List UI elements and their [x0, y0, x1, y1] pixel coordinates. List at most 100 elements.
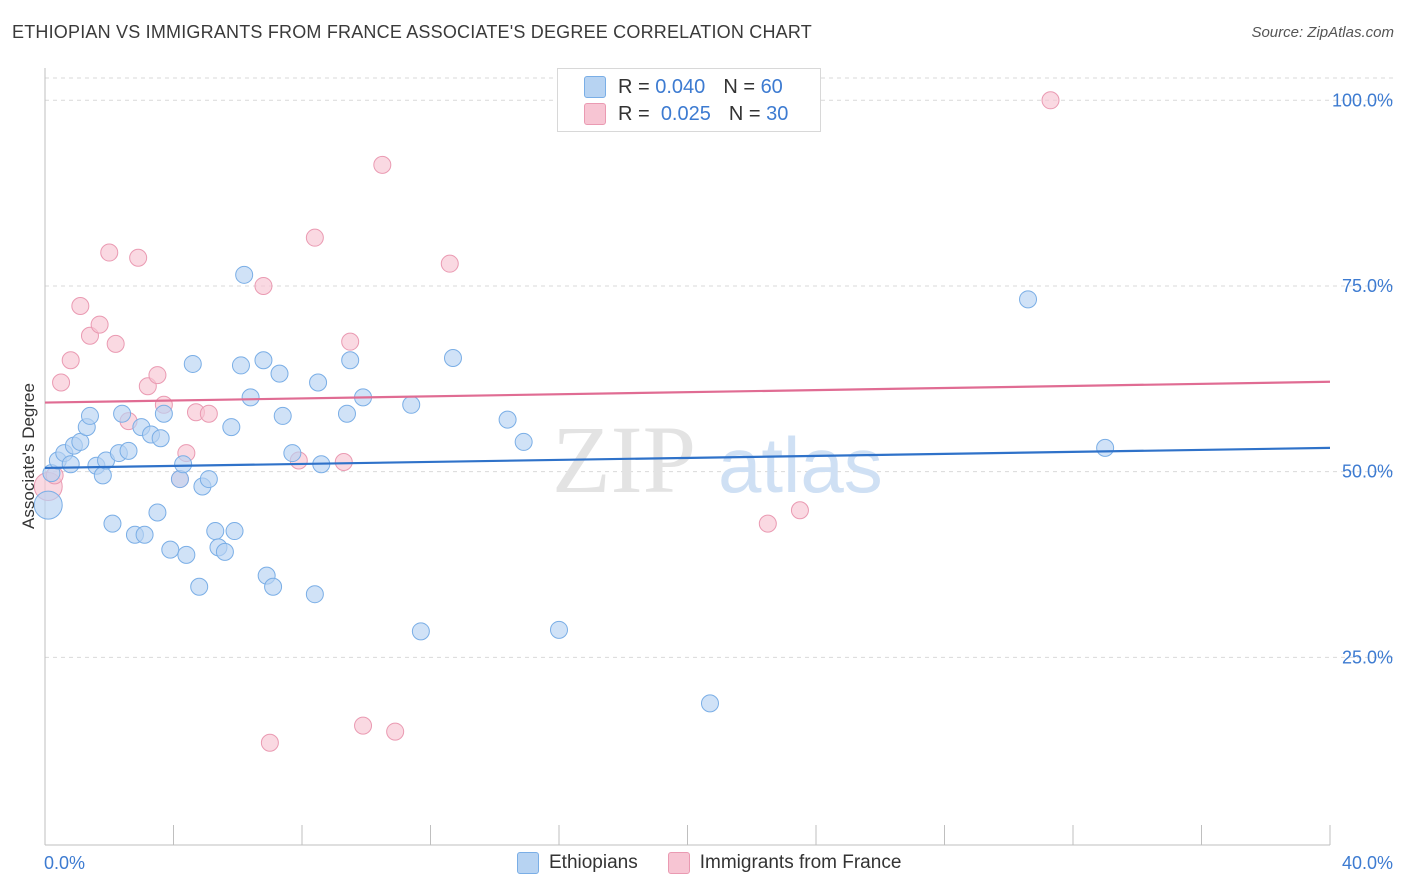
ethiopian-point	[411, 622, 430, 641]
r-value: 0.025	[660, 102, 711, 125]
ethiopian-point	[71, 432, 90, 451]
ethiopian-point	[33, 490, 63, 520]
ethiopian-point	[80, 406, 99, 425]
france-point	[305, 228, 324, 247]
source-label: Source: ZipAtlas.com	[1251, 24, 1394, 41]
chart-title: ETHIOPIAN VS IMMIGRANTS FROM FRANCE ASSO…	[12, 22, 812, 42]
blue-swatch	[584, 76, 606, 98]
ethiopian-point	[177, 545, 196, 564]
france-point	[758, 514, 777, 533]
x-tick-label: 40.0%	[1342, 853, 1393, 873]
ethiopian-point	[337, 404, 356, 423]
ethiopian-point	[183, 354, 202, 373]
y-tick-label: 25.0%	[1342, 647, 1393, 667]
ethiopian-point	[1096, 438, 1115, 457]
ethiopian-point	[135, 525, 154, 544]
ethiopian-point	[206, 522, 225, 541]
y-tick-label: 75.0%	[1342, 276, 1393, 296]
ethiopian-point	[514, 432, 533, 451]
france-point	[148, 366, 167, 385]
trend-lines	[44, 380, 1331, 470]
n-label: N =	[723, 75, 755, 98]
ethiopian-point	[550, 620, 568, 639]
pink-swatch	[584, 103, 606, 125]
ethiopian-point	[700, 694, 719, 713]
axes	[44, 68, 1331, 846]
watermark-atlas: atlas	[718, 421, 883, 509]
y-axis-label: Associate's Degree	[19, 383, 38, 529]
ethiopian-point	[93, 466, 112, 485]
legend-item-ethiopians[interactable]: Ethiopians	[517, 852, 638, 874]
data-points	[33, 91, 1115, 752]
ethiopian-point	[235, 265, 254, 284]
france-point	[90, 315, 109, 334]
ethiopian-point	[61, 455, 80, 474]
france-trend-line	[44, 380, 1331, 404]
ethiopian-point	[225, 522, 244, 541]
france-point	[790, 501, 809, 520]
ethiopian-point	[1019, 290, 1038, 309]
ethiopian-point	[309, 373, 328, 392]
ethiopian-trend-line	[44, 446, 1331, 470]
y-tick-label: 100.0%	[1332, 90, 1393, 110]
ethiopian-point	[241, 388, 260, 407]
ethiopian-point	[170, 470, 189, 489]
watermark: ZIP atlas	[552, 406, 883, 513]
ethiopian-point	[264, 577, 283, 596]
ethiopian-point	[273, 406, 292, 425]
ethiopian-point	[154, 404, 173, 423]
ethiopian-point	[498, 410, 517, 429]
ethiopian-point	[151, 429, 170, 448]
france-point	[260, 733, 279, 752]
france-point	[334, 452, 353, 471]
france-point	[106, 334, 125, 353]
france-point	[100, 243, 119, 262]
ethiopian-point	[199, 470, 218, 489]
ethiopian-point	[402, 395, 421, 414]
france-point	[254, 276, 273, 295]
ethiopian-point	[215, 542, 234, 561]
ethiopian-point	[222, 418, 241, 437]
france-point	[71, 297, 90, 316]
correlation-legend: R = 0.040 N = 60 R = 0.025 N = 30	[557, 68, 821, 132]
y-tick-label: 50.0%	[1342, 462, 1393, 482]
france-point	[386, 722, 405, 741]
legend-row-france: R = 0.025 N = 30	[584, 101, 788, 127]
ethiopian-point	[231, 356, 250, 375]
ethiopian-point	[148, 503, 167, 522]
ethiopian-point	[270, 364, 289, 383]
legend-row-ethiopians: R = 0.040 N = 60	[584, 74, 783, 100]
legend-label: Ethiopians	[549, 852, 638, 873]
ethiopian-point	[161, 540, 180, 559]
pink-swatch	[667, 852, 690, 874]
n-label: N =	[728, 102, 761, 125]
series-legend: Ethiopians Immigrants from France	[517, 852, 931, 874]
blue-swatch	[517, 852, 539, 874]
ethiopian-point	[443, 349, 462, 368]
axis-labels: 100.0% 75.0% 50.0% 25.0% 0.0% 40.0%	[44, 90, 1393, 873]
n-value: 60	[760, 75, 783, 98]
france-point	[440, 254, 459, 273]
n-value: 30	[766, 102, 789, 125]
legend-label: Immigrants from France	[699, 852, 902, 873]
ethiopian-point	[254, 351, 273, 370]
france-point	[1041, 91, 1060, 110]
france-point	[129, 248, 148, 267]
ethiopian-point	[283, 444, 302, 463]
france-point	[61, 351, 80, 370]
r-label: R =	[618, 102, 650, 125]
france-point	[354, 716, 373, 735]
ethiopian-point	[174, 455, 193, 474]
x-tick-label: 0.0%	[44, 853, 85, 873]
france-point	[373, 155, 392, 174]
r-label: R =	[618, 75, 650, 98]
ethiopian-point	[103, 514, 122, 533]
legend-item-france[interactable]: Immigrants from France	[667, 852, 902, 874]
ethiopian-point	[305, 585, 324, 604]
france-point	[341, 332, 360, 351]
france-point	[199, 404, 218, 423]
ethiopian-point	[341, 351, 360, 370]
r-value: 0.040	[655, 75, 706, 98]
ethiopian-point	[190, 577, 209, 596]
